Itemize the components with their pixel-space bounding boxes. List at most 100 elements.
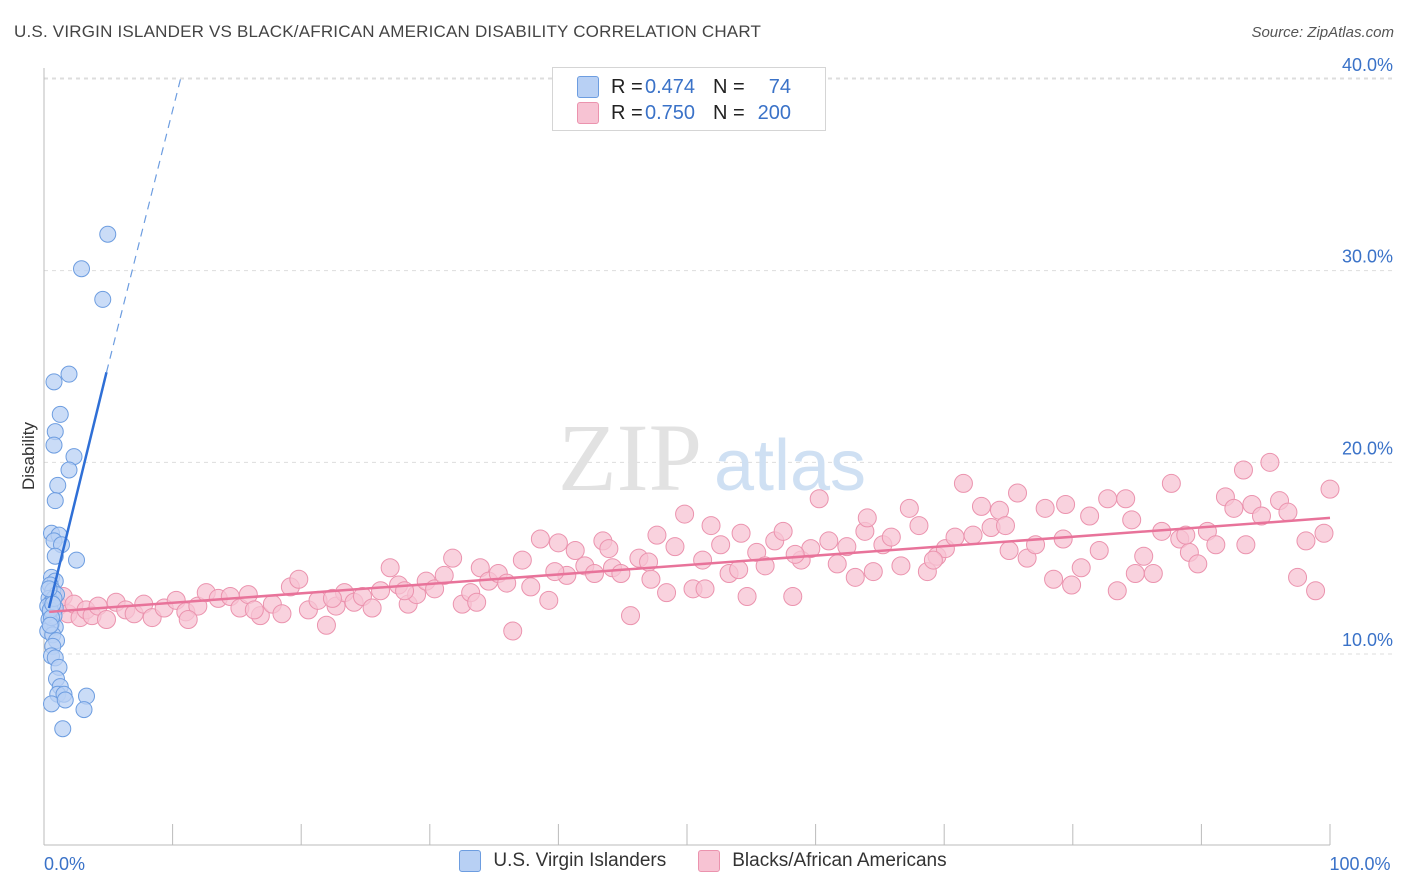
pink-point — [1260, 452, 1280, 472]
blue-trend-extension — [105, 75, 183, 373]
pink-point — [244, 600, 264, 620]
pink-point — [272, 604, 292, 624]
pink-point — [1314, 523, 1334, 543]
y-tick-label: 20.0% — [1342, 438, 1393, 458]
y-tick-label: 40.0% — [1342, 55, 1393, 75]
pink-point — [1062, 575, 1082, 595]
pink-point — [289, 569, 309, 589]
watermark: ZIP atlas — [558, 404, 866, 511]
pink-point — [891, 556, 911, 576]
pink-point — [1278, 502, 1298, 522]
pink-point — [316, 615, 336, 635]
pink-trend-line — [49, 516, 1331, 614]
pink-point — [1251, 506, 1271, 526]
chart-source: Source: ZipAtlas.com — [1251, 24, 1394, 41]
pink-point — [1008, 483, 1028, 503]
blue-point — [41, 616, 59, 634]
pink-point — [545, 562, 565, 582]
pink-point — [443, 548, 463, 568]
pink-point — [548, 533, 568, 553]
n-label: N = — [713, 101, 745, 124]
x-tick-label: 0.0% — [44, 854, 85, 874]
pink-point — [971, 496, 991, 516]
pink-point — [1224, 498, 1244, 518]
blue-trend-line — [47, 371, 108, 609]
axes — [43, 68, 1331, 846]
pink-point — [1288, 567, 1308, 587]
pink-point — [1188, 554, 1208, 574]
blue-point — [94, 290, 112, 308]
pink-point — [963, 525, 983, 545]
pink-point — [1134, 546, 1154, 566]
pink-point — [923, 550, 943, 570]
pink-point — [675, 504, 695, 524]
r-value: 0.750 — [645, 101, 696, 124]
pink-point — [467, 592, 487, 612]
n-value: 200 — [757, 101, 791, 124]
pink-point — [647, 525, 667, 545]
pink-point — [621, 606, 641, 626]
pink-point — [783, 587, 803, 606]
pink-point — [599, 539, 619, 559]
pink-point — [1122, 510, 1142, 530]
pink-point — [1080, 506, 1100, 526]
pink-point — [96, 610, 116, 629]
pink-point — [1035, 498, 1055, 518]
y-tick-label: 30.0% — [1342, 247, 1393, 267]
y-tick-label: 10.0% — [1342, 630, 1393, 650]
pink-point — [819, 531, 839, 551]
pink-point — [729, 560, 749, 580]
watermark-atlas: atlas — [714, 426, 866, 506]
pink-point — [380, 558, 400, 578]
pink-point — [1116, 489, 1136, 509]
pink-point — [995, 516, 1015, 536]
legend-swatch-pink — [698, 850, 721, 872]
chart-title: U.S. VIRGIN ISLANDER VS BLACK/AFRICAN AM… — [14, 22, 762, 41]
blue-point — [46, 492, 64, 510]
blue-point — [46, 547, 64, 565]
pink-point — [530, 529, 550, 549]
pink-point — [1236, 535, 1256, 555]
pink-point — [711, 535, 731, 555]
legend-item-pink[interactable]: Blacks/African Americans — [698, 850, 947, 872]
pink-point — [1125, 564, 1145, 583]
pink-point — [881, 527, 901, 547]
pink-point — [731, 523, 751, 543]
pink-point — [665, 537, 685, 557]
pink-point — [747, 542, 767, 562]
y-axis-title: Disability — [19, 421, 38, 490]
blue-point — [45, 373, 63, 391]
blue-point — [51, 405, 69, 423]
trend-lines — [47, 75, 1331, 614]
blue-point — [68, 551, 85, 569]
pink-point — [434, 565, 454, 585]
pink-point — [1161, 473, 1181, 493]
pink-point — [641, 569, 661, 589]
blue-point — [54, 720, 72, 738]
blue-point — [49, 476, 67, 494]
n-label: N = — [713, 75, 745, 98]
r-label: R = — [611, 101, 643, 124]
stats-row-blue: R = 0.474 N = 74 — [577, 74, 791, 100]
pink-point — [1176, 525, 1196, 545]
pink-point — [521, 577, 541, 597]
pink-point — [837, 537, 857, 557]
pink-point — [1143, 564, 1163, 583]
stats-row-pink: R = 0.750 N = 200 — [577, 100, 791, 126]
pink-point — [899, 498, 919, 518]
legend-label-blue: U.S. Virgin Islanders — [493, 850, 667, 871]
pink-point — [945, 527, 965, 547]
pink-point — [1071, 558, 1091, 578]
legend-item-blue[interactable]: U.S. Virgin Islanders — [459, 850, 666, 872]
blue-point — [99, 225, 117, 243]
pink-point — [693, 550, 713, 570]
legend: U.S. Virgin Islanders Blacks/African Ame… — [0, 850, 1406, 872]
pink-point — [1233, 460, 1253, 480]
pink-point — [999, 541, 1019, 560]
watermark-zip: ZIP — [558, 404, 702, 511]
pink-point — [1098, 489, 1118, 509]
pink-point — [1089, 541, 1109, 560]
pink-point — [1320, 479, 1340, 499]
pink-point — [657, 583, 677, 603]
